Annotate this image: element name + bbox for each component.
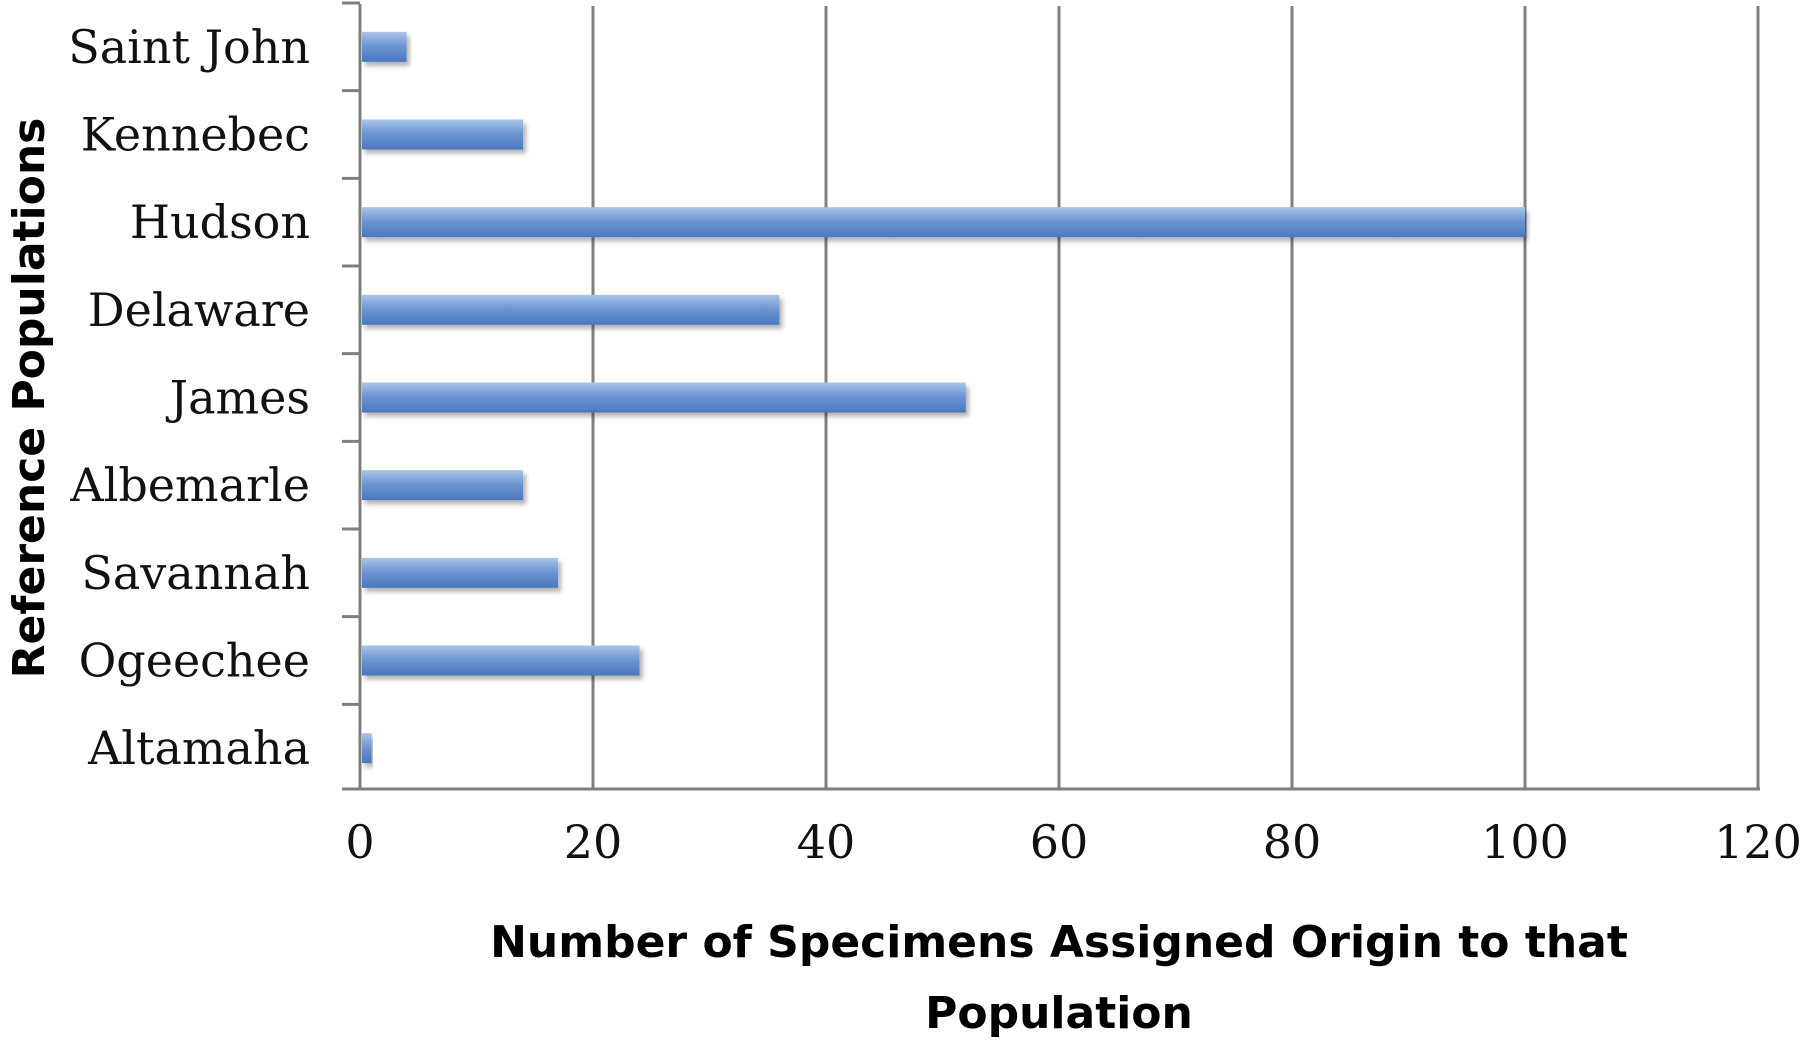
bar-albemarle <box>362 470 524 501</box>
x-axis-title-line-1: Number of Specimens Assigned Origin to t… <box>490 917 1628 968</box>
y-category-label: James <box>166 371 310 425</box>
x-tick-label: 120 <box>1714 815 1800 869</box>
axes <box>342 1 1760 791</box>
bars <box>362 31 1525 764</box>
bar-saint-john <box>362 31 407 62</box>
y-axis-title: Reference Populations <box>4 118 55 679</box>
bar-savannah <box>362 557 559 588</box>
x-tick-label: 80 <box>1263 815 1322 869</box>
y-category-label: Altamaha <box>87 721 310 775</box>
bar-james <box>362 382 966 413</box>
tick-labels: 0 20 40 60 80 100 120 Saint John Kennebec Hudson D… <box>68 20 1800 869</box>
y-category-label: Ogeechee <box>79 634 310 688</box>
bar-ogeechee <box>362 645 640 676</box>
bar-hudson <box>362 207 1525 238</box>
y-category-label: Delaware <box>88 283 310 337</box>
axis-titles: Number of Specimens Assigned Origin to t… <box>4 118 1628 1039</box>
y-category-label: Savannah <box>81 546 310 600</box>
x-tick-label: 60 <box>1030 815 1089 869</box>
x-tick-label: 40 <box>797 815 856 869</box>
x-axis-title-line-2: Population <box>925 988 1193 1039</box>
y-category-label: Kennebec <box>81 108 310 162</box>
y-category-label: Albemarle <box>69 458 310 512</box>
bar-delaware <box>362 294 780 325</box>
x-tick-label: 100 <box>1481 815 1569 869</box>
bar-altamaha <box>362 733 372 764</box>
x-tick-label: 20 <box>564 815 623 869</box>
y-category-label: Saint John <box>68 20 310 74</box>
x-tick-label: 0 <box>345 815 374 869</box>
bar-kennebec <box>362 119 524 150</box>
y-category-label: Hudson <box>130 195 310 249</box>
